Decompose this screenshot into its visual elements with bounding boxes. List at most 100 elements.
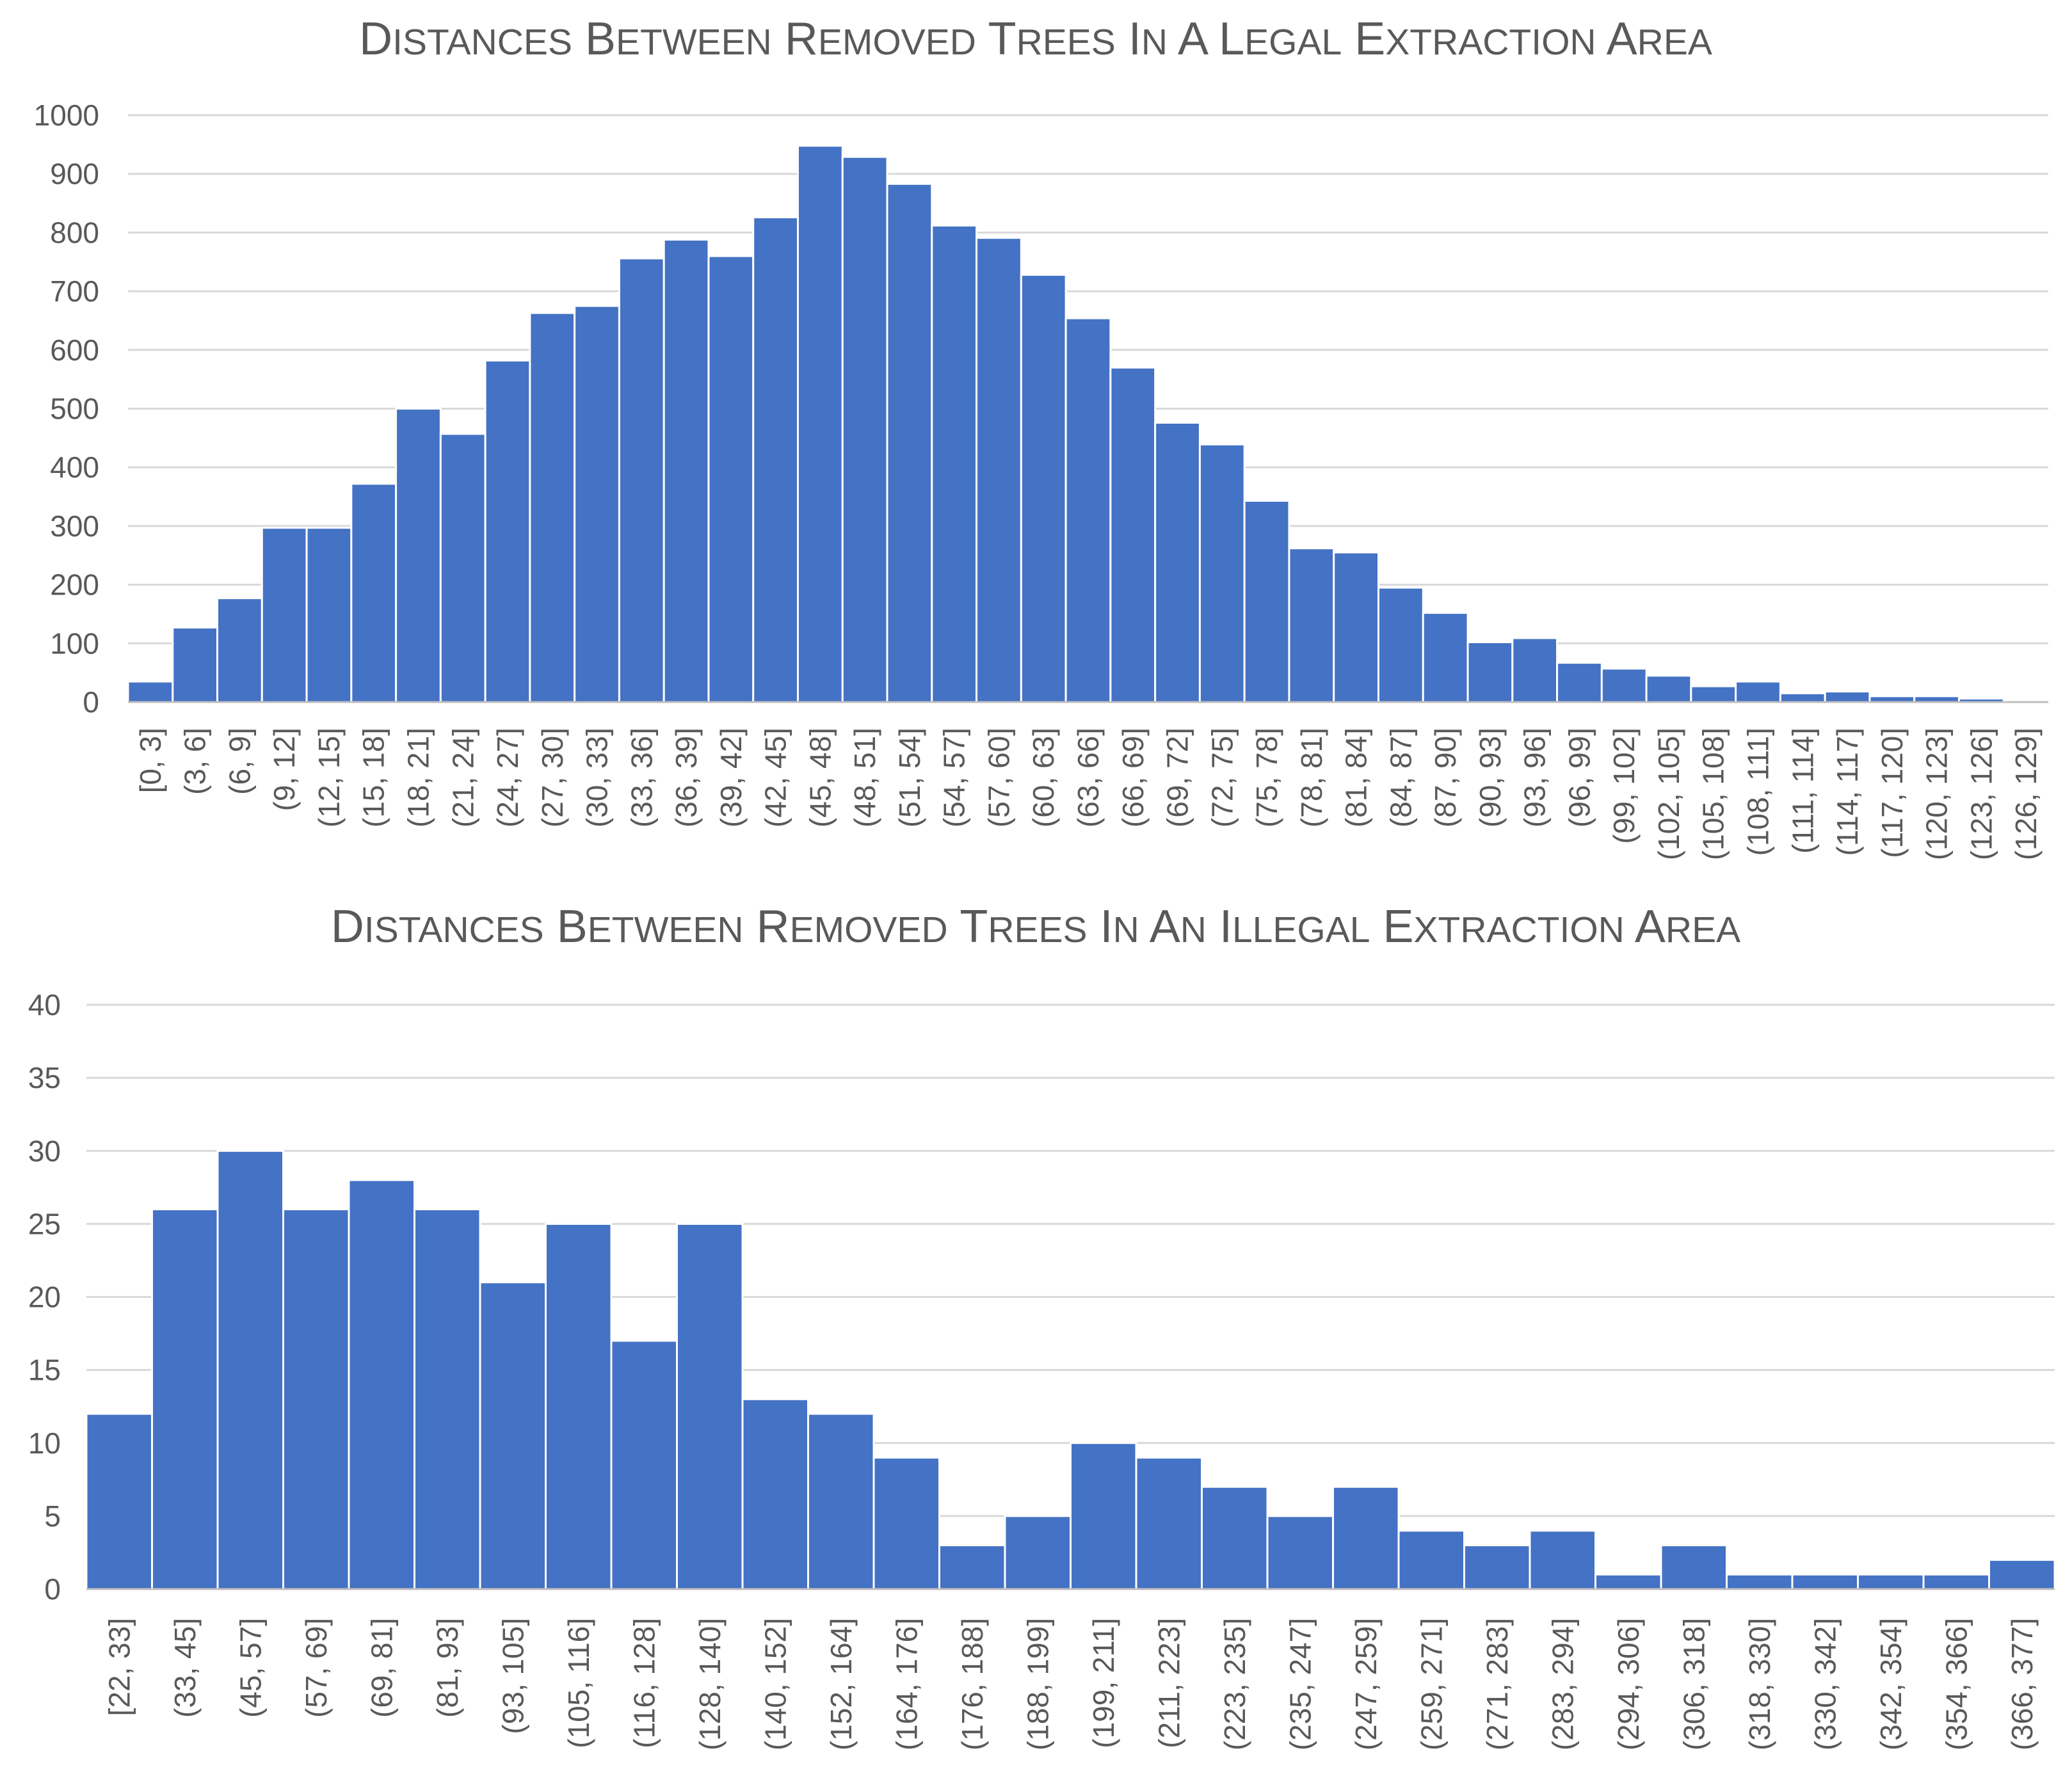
y-tick-label: 500 (50, 392, 99, 426)
x-tick-label: (99, 102] (1607, 728, 1641, 844)
x-tick-label: (259, 271] (1415, 1618, 1448, 1750)
x-tick-label: (93, 105] (496, 1618, 529, 1734)
x-tick-label: (33, 36] (625, 728, 658, 828)
bar (663, 238, 710, 703)
x-tick-label: (117, 120] (1875, 728, 1909, 858)
x-tick-label: (75, 78] (1250, 728, 1283, 828)
y-tick-label: 700 (50, 275, 99, 308)
x-tick-label: (9, 12] (268, 728, 301, 811)
x-tick-label: (24, 27] (491, 728, 524, 828)
x-tick-label: (18, 21] (401, 728, 435, 828)
x-tick-label: (330, 342] (1808, 1618, 1842, 1750)
y-tick-label: 5 (44, 1499, 61, 1533)
x-tick-label: [0, 3] (134, 728, 167, 793)
bar (1377, 586, 1424, 703)
x-tick-label: (318, 330] (1743, 1618, 1776, 1750)
bar (1070, 1442, 1137, 1590)
x-tick-label: (114, 117] (1831, 728, 1864, 856)
x-tick-label: (63, 66] (1072, 728, 1105, 828)
x-tick-label: (366, 377] (2005, 1618, 2039, 1750)
x-tick-label: (84, 87] (1384, 728, 1417, 828)
bar (545, 1222, 613, 1590)
bar (841, 156, 888, 703)
bar (1154, 422, 1201, 703)
x-tick-label: (247, 259] (1349, 1618, 1383, 1750)
bar (1857, 1573, 1925, 1590)
bar (752, 216, 799, 703)
bar (261, 527, 308, 703)
x-tick-label: (294, 306] (1612, 1618, 1645, 1750)
y-tick-label: 400 (50, 451, 99, 484)
x-tick-label: (152, 164] (824, 1618, 858, 1750)
x-tick-label: (120, 123] (1920, 728, 1954, 860)
bar (1726, 1573, 1794, 1590)
bar (574, 305, 620, 703)
bar (976, 237, 1022, 703)
bar (1988, 1558, 2056, 1590)
x-tick-label: (48, 51] (848, 728, 881, 828)
x-tick-label: (235, 247] (1283, 1618, 1317, 1750)
x-tick-label: (54, 57] (938, 728, 971, 828)
bar (1243, 499, 1290, 703)
y-tick-label: 40 (28, 988, 61, 1021)
legal-extraction-histogram: DISTANCES BETWEEN REMOVED TREES IN A LEG… (34, 13, 2050, 860)
bar (1791, 1573, 1859, 1590)
bar (1922, 1573, 1990, 1590)
bar (1004, 1515, 1072, 1590)
x-tick-label: (271, 283] (1481, 1618, 1514, 1750)
x-tick-label: (96, 99] (1562, 728, 1596, 828)
bar (807, 1412, 875, 1590)
y-tick-label: 300 (50, 509, 99, 543)
y-tick-label: 100 (50, 627, 99, 660)
bar (216, 1149, 284, 1590)
x-tick-label: (123, 126] (1964, 728, 1998, 860)
x-tick-label: (57, 60] (982, 728, 1015, 828)
y-tick-label: 600 (50, 333, 99, 367)
x-tick-label: (223, 235] (1218, 1618, 1251, 1750)
x-tick-label: (140, 152] (759, 1618, 792, 1750)
bar (1397, 1530, 1465, 1590)
bar (1466, 641, 1514, 703)
bar (395, 408, 442, 703)
bar (1735, 680, 1781, 703)
bar (1463, 1544, 1531, 1590)
x-tick-label: (176, 188] (956, 1618, 989, 1750)
chart-title: DISTANCES BETWEEN REMOVED TREES IN AN IL… (331, 901, 1740, 952)
bar (618, 257, 665, 703)
x-tick-label: (102, 105] (1652, 728, 1685, 860)
x-tick-label: (306, 318] (1677, 1618, 1710, 1750)
bar (1529, 1530, 1596, 1590)
bar (479, 1281, 547, 1590)
x-tick-label: (72, 75] (1205, 728, 1239, 828)
x-tick-label: (105, 116] (562, 1618, 595, 1748)
bar (127, 680, 174, 703)
bar (1511, 637, 1559, 703)
x-tick-label: (45, 57] (234, 1618, 267, 1718)
bar (151, 1208, 219, 1590)
bar (886, 182, 933, 703)
bar (610, 1339, 678, 1590)
bar (282, 1208, 350, 1590)
bar (1109, 366, 1157, 703)
bar (1600, 668, 1648, 703)
bar (172, 627, 219, 703)
x-tick-label: (164, 176] (890, 1618, 923, 1750)
x-tick-label: (87, 90] (1429, 728, 1462, 828)
bar (1422, 612, 1469, 703)
x-tick-label: (30, 33] (581, 728, 614, 828)
bar (439, 433, 486, 703)
x-tick-label: (81, 93] (431, 1618, 464, 1718)
x-tick-label: (60, 63] (1027, 728, 1060, 828)
x-tick-label: (81, 84] (1340, 728, 1373, 828)
bar (931, 224, 978, 703)
x-tick-label: (126, 129] (2009, 728, 2043, 860)
x-tick-label: (211, 223] (1152, 1618, 1185, 1748)
x-tick-label: (33, 45] (168, 1618, 202, 1718)
x-tick-label: (15, 18] (357, 728, 390, 828)
bar (1660, 1544, 1728, 1590)
bar (741, 1398, 809, 1590)
chart-title: DISTANCES BETWEEN REMOVED TREES IN A LEG… (359, 13, 1712, 65)
bar (1779, 692, 1826, 703)
bar (797, 145, 844, 703)
y-tick-label: 1000 (34, 99, 99, 132)
